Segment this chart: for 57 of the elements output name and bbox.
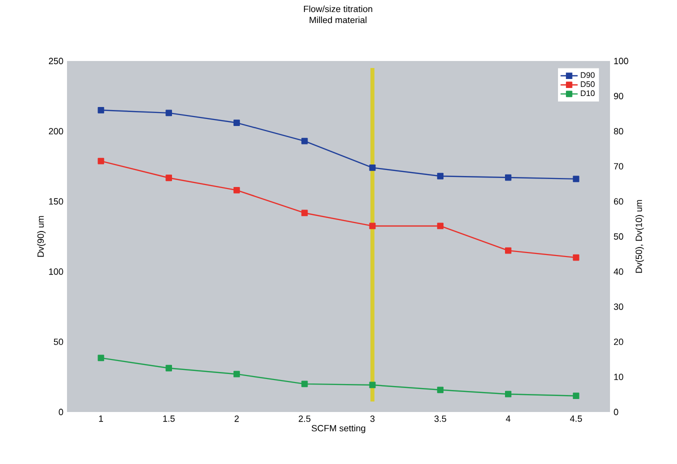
x-tick-label: 4.5	[570, 416, 582, 422]
point	[437, 222, 444, 230]
point	[233, 370, 240, 378]
point	[369, 222, 376, 230]
y2-tick-label: 40	[614, 268, 624, 275]
point	[369, 382, 376, 388]
legend-label: D10	[580, 90, 595, 96]
y2-tick-label: 70	[614, 163, 624, 170]
x-tick-label: 2	[234, 416, 239, 422]
x-tick-label: 3	[370, 416, 375, 422]
x-tick-label: 2.5	[298, 416, 310, 422]
y2-tick-label: 90	[614, 92, 624, 100]
y2-tick-label: 60	[614, 198, 624, 205]
legend-label: D90	[580, 72, 595, 78]
point	[504, 247, 512, 254]
point	[98, 158, 104, 164]
legend-label: D50	[580, 81, 595, 87]
y-tick-label: 0	[58, 408, 64, 416]
point	[369, 164, 376, 171]
y2-tick-label: 30	[614, 304, 624, 310]
point	[166, 110, 172, 116]
point	[301, 380, 308, 388]
point	[504, 174, 512, 181]
point	[437, 386, 444, 394]
y2-tick-label: 20	[614, 338, 624, 345]
point	[572, 254, 580, 261]
y2-tick-label: 50	[614, 233, 624, 240]
y-axis-title: Dv(90) um	[37, 216, 46, 257]
point	[233, 186, 240, 194]
y-tick-label: 150	[49, 198, 64, 205]
point	[437, 172, 444, 180]
point	[166, 174, 172, 182]
point	[233, 120, 240, 126]
x-tick-label: 4	[506, 416, 510, 422]
x-tick-label: 3.5	[434, 416, 446, 422]
point	[572, 176, 580, 182]
chart-title: Flow/size titration	[304, 6, 372, 12]
point	[166, 364, 172, 372]
y-tick-label: 250	[48, 58, 64, 64]
point	[504, 390, 512, 398]
point	[98, 106, 104, 114]
chart-subtitle: Milled material	[310, 16, 366, 24]
x-tick-label: 1	[99, 416, 103, 422]
point	[301, 138, 308, 144]
y-tick-label: 50	[54, 338, 64, 345]
x-tick-label: 1.5	[163, 416, 175, 422]
y2-tick-label: 80	[614, 128, 624, 134]
y2-tick-label: 0	[614, 408, 618, 416]
y2-tick-label: 100	[614, 58, 628, 64]
y-tick-label: 100	[49, 268, 64, 275]
y2-axis-title: Dv(50), Dv(10) um	[635, 200, 644, 273]
x-axis-title: SCFM setting	[312, 424, 366, 434]
y-tick-label: 200	[48, 128, 64, 134]
point	[301, 210, 308, 216]
point	[572, 392, 580, 400]
y2-tick-label: 10	[614, 374, 624, 380]
point	[98, 354, 104, 362]
